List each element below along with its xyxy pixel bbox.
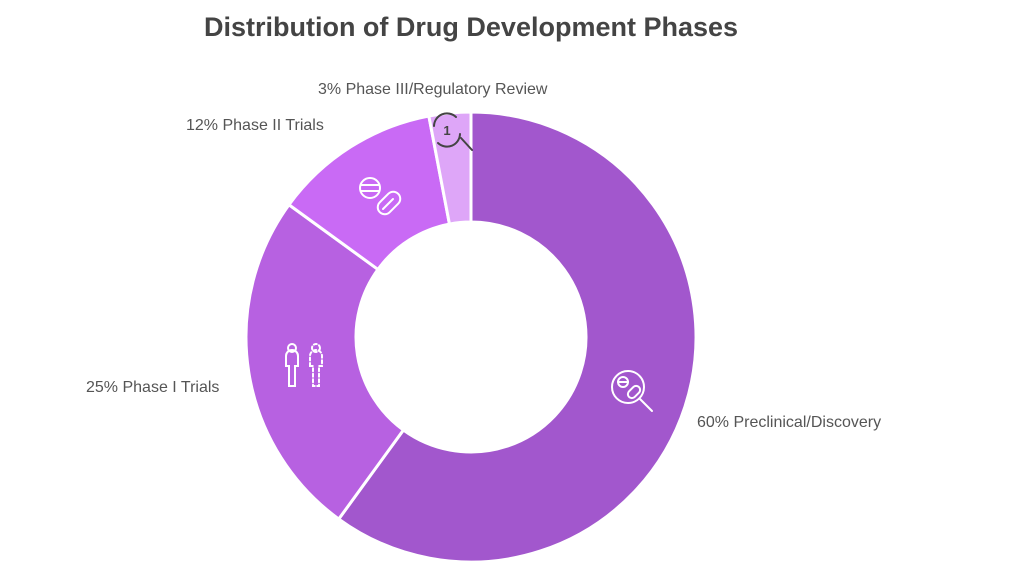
slice-label-phase-3: 3% Phase III/Regulatory Review <box>318 81 548 98</box>
pill-capsule-icon <box>359 177 402 216</box>
slice-label-preclinical: 60% Preclinical/Discovery <box>697 414 882 431</box>
slice-label-phase-1: 25% Phase I Trials <box>86 379 220 396</box>
slice-phase-i-trials <box>244 202 406 522</box>
slice-preclinical-discovery <box>336 110 698 564</box>
slice-label-phase-2: 12% Phase II Trials <box>186 117 324 134</box>
svg-text:1: 1 <box>443 123 450 138</box>
people-icon <box>285 343 323 387</box>
magnifier-cycle-icon: 1 <box>433 112 473 151</box>
chart-title: Distribution of Drug Development Phases <box>203 12 739 42</box>
pills-magnifier-icon <box>611 370 653 412</box>
